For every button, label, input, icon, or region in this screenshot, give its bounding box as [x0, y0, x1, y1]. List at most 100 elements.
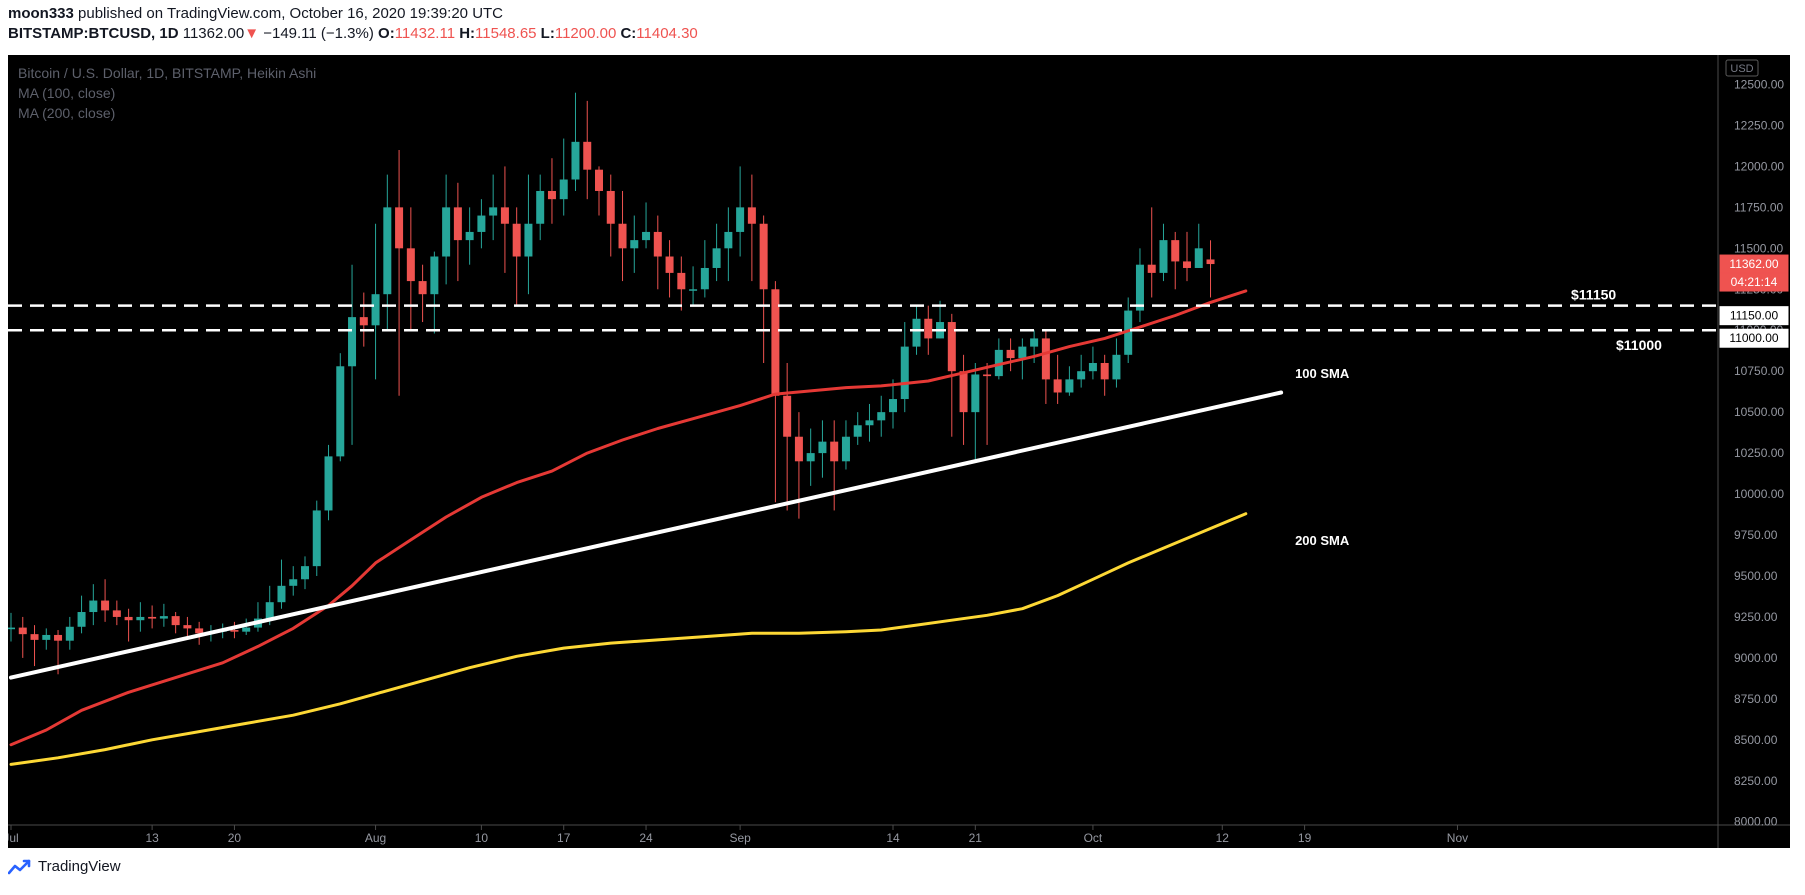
candle-body [430, 256, 439, 295]
candle-body [547, 190, 556, 200]
price-tick-label: 9250.00 [1734, 610, 1778, 624]
price-tick-label: 8000.00 [1734, 815, 1778, 829]
candle-body [1030, 338, 1039, 347]
candle-body [994, 349, 1003, 377]
candle-body [54, 634, 63, 641]
candle-body [818, 441, 827, 454]
chart-area[interactable]: 100 SMA 200 SMA $11150 $11000 12500.00 1225… [3, 55, 1790, 848]
candle-body [689, 289, 698, 291]
time-tick-label: 19 [1298, 831, 1312, 845]
price-tick-label: 12500.00 [1734, 77, 1784, 91]
price-tick-label: 10250.00 [1734, 446, 1784, 460]
candle-body [1041, 338, 1050, 380]
candle-body [65, 626, 74, 641]
price-tick-label: 12250.00 [1734, 118, 1784, 132]
candle-body [159, 616, 168, 619]
time-tick-label: Sep [729, 831, 751, 845]
candles [7, 92, 1215, 675]
candle-body [265, 602, 274, 619]
candle-body [677, 272, 686, 290]
candle-body [7, 627, 15, 630]
candle-body [983, 374, 992, 377]
currency-badge[interactable] [1725, 59, 1759, 77]
candle-body [1112, 354, 1121, 380]
candle-body [101, 600, 110, 611]
candle-body [406, 248, 415, 282]
down-arrow-icon: ▼ [244, 25, 260, 42]
time-tick-label: 20 [228, 831, 242, 845]
level-11000-tag: 11000.00 [1729, 331, 1778, 345]
price-tick-label: 10500.00 [1734, 405, 1784, 419]
candle-body [830, 441, 839, 462]
price-tick-label: 12000.00 [1734, 159, 1784, 173]
trend-line [9, 390, 1284, 680]
price-tick-label: 11750.00 [1734, 200, 1783, 214]
candle-body [453, 207, 462, 241]
candle-body [1183, 261, 1191, 268]
candle-body [1194, 248, 1203, 268]
price-chart[interactable]: 100 SMA 200 SMA $11150 $11000 12500.00 1225… [3, 55, 1790, 848]
time-tick-label: 13 [145, 831, 159, 845]
candle-body [312, 510, 321, 567]
candle-body [1135, 264, 1144, 311]
candle-body [806, 453, 815, 462]
legend-ma100: MA (100, close) [18, 85, 115, 101]
candle-body [759, 223, 768, 290]
candle-body [524, 223, 533, 257]
candle-body [900, 346, 909, 400]
high-label: H: [459, 25, 476, 42]
published-text: published on TradingView.com, October 16… [78, 5, 504, 22]
candle-body [724, 231, 733, 249]
indicator-lines: 100 SMA 200 SMA [9, 289, 1350, 766]
footer-brand-name: TradingView [38, 858, 121, 875]
price-tick-label: 8250.00 [1734, 774, 1778, 788]
last-price: 11362.00 [182, 25, 245, 42]
candle-body [489, 207, 498, 216]
ma200-line [9, 512, 1248, 766]
price-tick-label: 9750.00 [1734, 528, 1778, 542]
price-tick-label: 9500.00 [1734, 569, 1778, 583]
candle-body [559, 179, 568, 200]
candle-body [136, 616, 145, 621]
price-tick-label: 10750.00 [1734, 364, 1784, 378]
candle-body [853, 425, 862, 437]
candle-body [1159, 240, 1168, 273]
candle-body [747, 207, 756, 224]
candle-body [18, 627, 27, 635]
price-tick-label: 11500.00 [1734, 241, 1783, 255]
candle-body [277, 585, 286, 603]
candle-body [1006, 349, 1015, 359]
candle-body [665, 256, 674, 273]
candle-body [1147, 264, 1156, 273]
time-tick-label: Jul [8, 831, 19, 845]
publisher-name[interactable]: moon333 [8, 5, 74, 22]
candle-body [1088, 363, 1097, 372]
time-tick-label: Oct [1084, 831, 1103, 845]
price-tick-label: 9000.00 [1734, 651, 1778, 665]
candle-body [971, 374, 980, 413]
candle-body [512, 223, 521, 257]
candle-body [771, 289, 780, 396]
candle-body [783, 395, 792, 437]
price-tick-label: 8750.00 [1734, 692, 1778, 706]
candle-body [42, 634, 51, 640]
footer-brand[interactable]: TradingView [8, 858, 121, 875]
candle-body [794, 436, 803, 462]
candle-body [465, 231, 474, 241]
candle-body [1171, 240, 1180, 262]
candle-body [877, 412, 886, 421]
time-tick-label: 17 [557, 831, 571, 845]
candle-body [924, 318, 933, 339]
candle-body [336, 366, 345, 457]
price-axis-panel[interactable] [1718, 55, 1790, 848]
candle-body [418, 281, 427, 295]
candle-body [371, 294, 380, 326]
time-axis[interactable]: Jul 13 20 Aug 10 17 24 Sep 14 21 Oct 12 19 Nov [3, 825, 1468, 845]
candle-body [348, 317, 357, 367]
countdown-tag-bg [1719, 272, 1789, 292]
candle-body [606, 190, 615, 224]
open-label: O: [378, 25, 395, 42]
candle-body [500, 207, 509, 224]
currency-label: USD [1730, 63, 1753, 75]
candle-body [324, 456, 333, 511]
